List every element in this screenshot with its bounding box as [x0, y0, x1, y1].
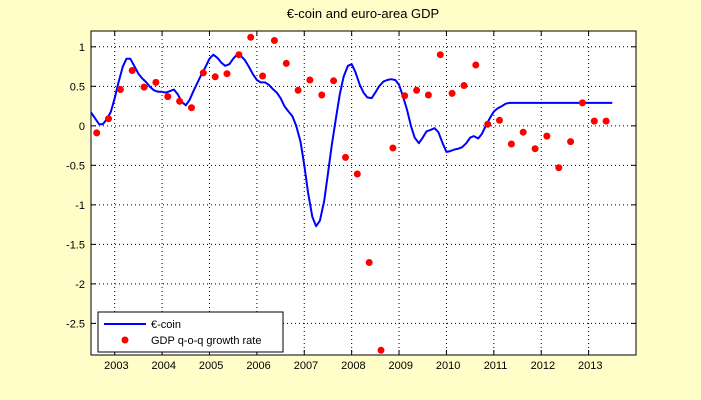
y-tick-label: 1 [79, 42, 85, 54]
gdp-point [259, 72, 267, 80]
gdp-point [235, 51, 243, 59]
legend-box [97, 311, 284, 353]
legend: €-coin GDP q-o-q growth rate [97, 311, 284, 353]
gdp-point [116, 86, 124, 93]
gdp-point [188, 104, 195, 112]
x-axis: 2003 2004 2005 2006 2007 2008 2009 2010 2011 2012… [104, 31, 603, 372]
gdp-point [140, 83, 148, 91]
x-tick-label: 2011 [484, 360, 508, 372]
y-axis: 1 0.5 0 -0.5 -1 -1.5 -2 -2.5 [66, 42, 636, 330]
gdp-point [436, 51, 444, 59]
gdp-point [424, 91, 432, 99]
x-tick-label: 2013 [578, 360, 602, 372]
series-line-ecoin [90, 53, 613, 228]
y-tick-label: 0 [79, 121, 85, 133]
gdp-point [270, 37, 278, 44]
x-tick-label: 2009 [388, 360, 412, 372]
x-tick-label: 2010 [436, 360, 460, 372]
gdp-point [543, 132, 551, 140]
gdp-point [353, 170, 361, 178]
x-tick-label: 2007 [294, 360, 318, 372]
series-layer [90, 33, 613, 354]
gdp-point [152, 78, 160, 86]
gdp-point [93, 129, 101, 137]
y-tick-label: -0.5 [66, 160, 85, 172]
gdp-point [401, 92, 409, 100]
chart-title: €-coin and euro-area GDP [287, 6, 439, 21]
plot-area [90, 30, 637, 356]
legend-label-gdp: GDP q-o-q growth rate [151, 335, 261, 347]
gdp-point [519, 128, 527, 136]
gdp-point [223, 70, 231, 78]
gdp-point [484, 120, 492, 128]
gdp-point [472, 61, 480, 69]
y-tick-label: -1 [75, 200, 85, 212]
legend-label-ecoin: €-coin [151, 319, 181, 331]
x-tick-label: 2003 [104, 360, 128, 372]
x-tick-label: 2005 [199, 360, 223, 372]
gdp-point [247, 33, 255, 41]
y-tick-label: -1.5 [66, 239, 85, 251]
y-tick-label: 0.5 [70, 81, 85, 93]
gdp-point [531, 145, 539, 153]
gdp-point [413, 86, 421, 94]
gdp-point [578, 99, 586, 107]
gdp-point [294, 86, 302, 94]
gdp-point [211, 73, 219, 81]
x-tick-label: 2012 [531, 360, 555, 372]
x-tick-label: 2006 [246, 360, 270, 372]
gdp-point [365, 259, 373, 266]
gdp-point [199, 69, 207, 77]
gdp-point [377, 346, 385, 354]
gdp-point [164, 93, 172, 101]
gdp-point [389, 144, 397, 152]
gdp-point [282, 59, 290, 67]
x-tick-label: 2008 [341, 360, 365, 372]
gdp-point [496, 116, 503, 124]
gdp-point [507, 140, 515, 148]
gdp-point [590, 117, 598, 125]
y-tick-label: -2 [75, 279, 85, 291]
gdp-point [602, 117, 610, 125]
y-tick-label: -2.5 [66, 318, 85, 330]
gdp-point [342, 153, 349, 161]
legend-marker-swatch [121, 336, 129, 344]
gdp-point [330, 77, 338, 85]
gdp-point [567, 138, 575, 146]
gdp-point [448, 89, 456, 97]
gdp-point [555, 164, 563, 172]
gdp-point [306, 76, 314, 84]
gdp-point [105, 115, 112, 123]
gdp-point [460, 82, 468, 89]
gdp-point [318, 91, 326, 99]
x-tick-label: 2004 [152, 360, 176, 372]
gdp-point [176, 97, 184, 105]
grid [91, 31, 636, 355]
gdp-point [128, 67, 136, 74]
